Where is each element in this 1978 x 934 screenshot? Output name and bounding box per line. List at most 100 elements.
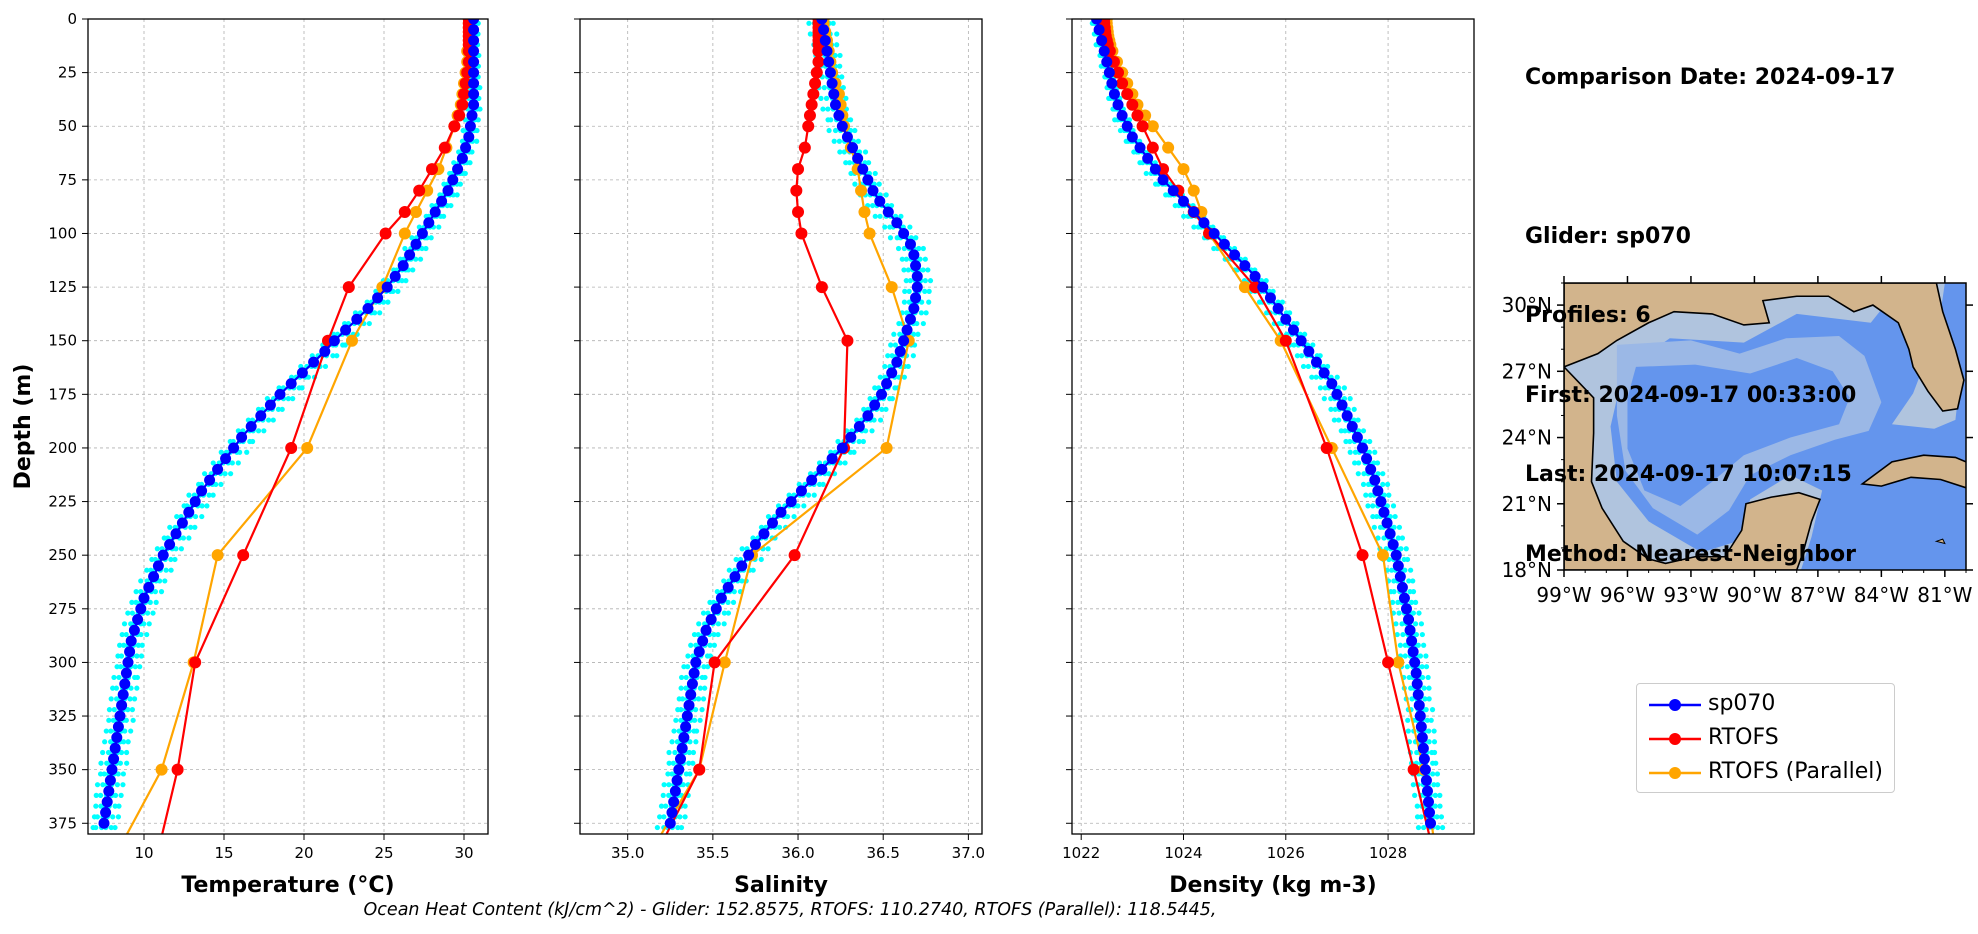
series-marker-0: [1096, 34, 1108, 46]
profile-point: [687, 771, 693, 777]
series-marker-0: [404, 249, 416, 261]
profile-point: [837, 149, 843, 155]
profile-point: [839, 74, 845, 80]
profile-point: [1404, 556, 1411, 563]
series-marker-1: [809, 77, 822, 90]
x-tick-label: 37.0: [952, 844, 985, 862]
series-marker-1: [1121, 88, 1134, 101]
profile-point: [688, 642, 694, 648]
series-marker-0: [685, 689, 697, 701]
profile-point: [907, 224, 913, 230]
profile-point: [680, 782, 686, 788]
series-marker-0: [1415, 721, 1427, 733]
series-marker-0: [152, 560, 164, 572]
y-tick-label: 200: [48, 439, 77, 457]
series-marker-0: [697, 635, 709, 647]
profile-point: [690, 760, 696, 766]
series-marker-0: [673, 764, 685, 776]
series-marker-0: [690, 656, 702, 668]
series-marker-0: [852, 152, 864, 164]
profile-point: [828, 117, 834, 123]
series-marker-0: [1257, 281, 1269, 293]
series-marker-0: [456, 152, 468, 164]
series-marker-1: [456, 98, 469, 111]
profile-point: [685, 653, 691, 659]
profile-point: [876, 181, 882, 187]
series-marker-0: [1318, 367, 1330, 379]
series-marker-0: [891, 356, 903, 368]
profile-point: [1432, 803, 1438, 809]
profile-point: [1317, 385, 1324, 391]
atlantic-water: [1839, 283, 1966, 570]
profile-point: [1380, 481, 1386, 488]
series-marker-0: [1413, 699, 1425, 711]
series-marker-1: [1249, 281, 1262, 294]
profile-point: [1421, 642, 1427, 648]
profile-point: [801, 503, 807, 509]
profile-point: [678, 824, 685, 831]
series-marker-0: [683, 699, 695, 711]
y-tick-label: 350: [48, 761, 77, 779]
profile-point: [1305, 363, 1311, 370]
profile-point: [162, 578, 168, 584]
series-marker-0: [442, 185, 454, 197]
profile-point: [840, 85, 846, 91]
profile-point: [707, 599, 713, 605]
profile-point: [902, 288, 908, 294]
profile-point: [1418, 814, 1424, 820]
profile-point: [1435, 782, 1441, 788]
series-marker-1: [1356, 549, 1369, 562]
profile-point: [882, 363, 888, 370]
profile-point: [1396, 610, 1402, 616]
series-marker-1: [1320, 441, 1333, 454]
lat-tick-label: 30°N: [1502, 293, 1552, 317]
profile-point: [675, 824, 681, 831]
profile-point: [199, 503, 205, 509]
y-tick-label: 225: [48, 493, 77, 511]
series-marker-0: [143, 581, 155, 593]
series-marker-1: [708, 656, 721, 669]
profile-point: [851, 449, 857, 455]
series-marker-0: [1381, 517, 1393, 529]
profile-point: [1341, 385, 1347, 391]
profile-point: [1302, 331, 1308, 337]
profile-point: [133, 599, 139, 605]
series-marker-0: [688, 667, 700, 679]
series-marker-0: [910, 292, 922, 304]
profile-point: [694, 728, 700, 734]
profile-point: [882, 224, 888, 230]
profile-point: [108, 728, 114, 734]
series-marker-1: [189, 656, 202, 669]
legend-item-rtofs: RTOFS: [1637, 723, 1892, 753]
profile-point: [922, 288, 928, 294]
profile-point: [1417, 653, 1424, 659]
profile-point: [123, 631, 129, 638]
profile-point: [825, 106, 831, 112]
series-marker-0: [468, 45, 480, 57]
profile-point: [163, 567, 169, 573]
y-tick-label: 75: [58, 171, 77, 189]
profile-point: [305, 374, 312, 380]
profile-point: [144, 631, 150, 638]
series-marker-0: [836, 120, 848, 132]
profile-point: [922, 278, 928, 284]
series-marker-0: [106, 764, 118, 776]
profile-point: [128, 728, 134, 734]
series-marker-0: [100, 807, 112, 819]
series-marker-0: [117, 689, 129, 701]
profile-point: [686, 760, 692, 766]
series-marker-0: [666, 807, 678, 819]
profile-point: [146, 621, 152, 627]
lon-tick-label: 84°W: [1854, 583, 1909, 607]
profile-point: [97, 771, 104, 777]
series-marker-0: [103, 785, 115, 797]
profile-point: [682, 803, 688, 809]
profile-point: [700, 610, 707, 616]
series-marker-0: [1414, 710, 1426, 722]
map-content: 99°W 96°W 93°W 90°W 87°W 84°W 81°W 30°N 27°N 24°N…: [1502, 276, 1973, 607]
x-tick-label: 36.0: [781, 844, 814, 862]
series-marker-0: [164, 538, 176, 550]
profile-point: [134, 674, 141, 681]
profile-point: [1421, 685, 1427, 691]
